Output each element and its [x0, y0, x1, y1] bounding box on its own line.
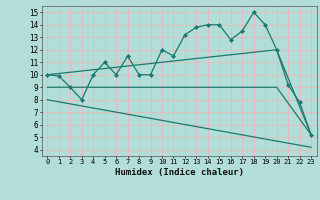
X-axis label: Humidex (Indice chaleur): Humidex (Indice chaleur) [115, 168, 244, 177]
